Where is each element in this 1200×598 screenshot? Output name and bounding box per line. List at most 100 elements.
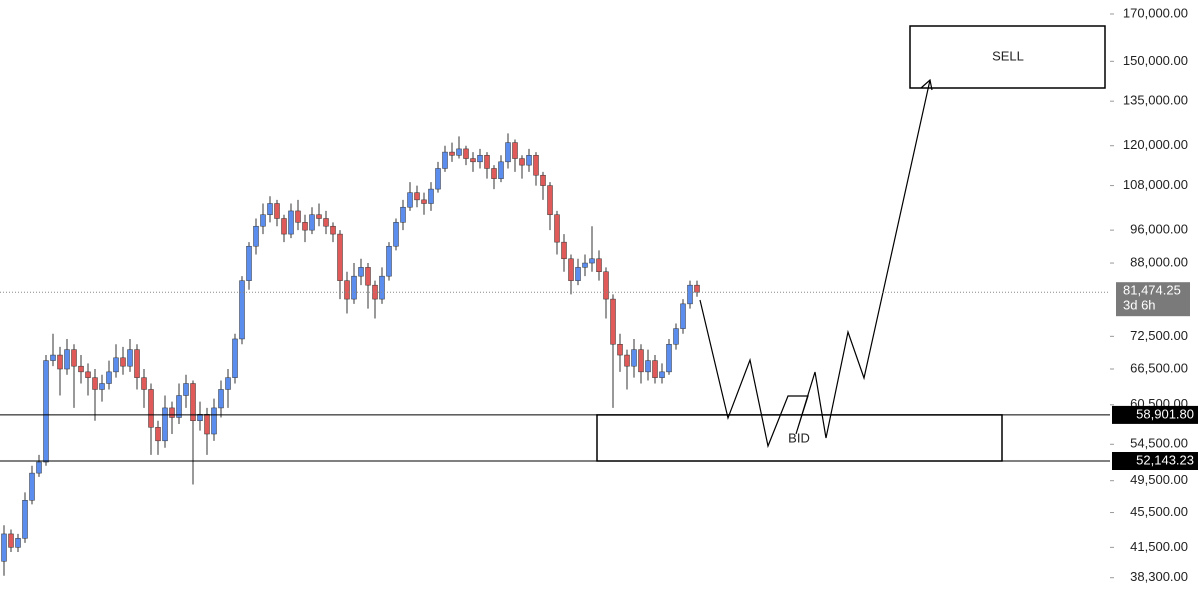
candle-body [645, 360, 651, 373]
candle-body [659, 371, 665, 378]
candle-body [596, 258, 602, 272]
candle-body [428, 188, 434, 204]
bid-zone [596, 414, 1003, 462]
candle-body [134, 349, 140, 378]
y-tick-label: 120,000.00 [1123, 137, 1188, 152]
bid-label: BID [788, 430, 810, 445]
candle-body [617, 343, 623, 356]
candle-body [624, 354, 630, 367]
candle-body [680, 303, 686, 329]
candle-body [673, 328, 679, 345]
candle-body [176, 395, 182, 418]
candle-body [400, 206, 406, 223]
candle-body [512, 142, 518, 159]
candle-body [547, 185, 553, 215]
candle-body [463, 148, 469, 159]
candle-body [197, 414, 203, 421]
candle-body [561, 241, 567, 260]
candle-body [218, 389, 224, 409]
candle-body [71, 349, 77, 367]
candle-body [148, 389, 154, 428]
candle-body [169, 407, 175, 418]
candle-body [211, 407, 217, 435]
candle-body [393, 222, 399, 247]
y-tick-label: 66,500.00 [1130, 360, 1188, 375]
price-label-box [1112, 452, 1198, 471]
price-label: 52,143.23 [1136, 452, 1194, 467]
candle-body [421, 199, 427, 204]
candle-body [113, 357, 119, 373]
candle-body [386, 245, 392, 277]
candle-body [22, 500, 28, 539]
candle-body [603, 271, 609, 300]
candle-body [50, 354, 56, 361]
candle-body [491, 168, 497, 179]
candle-body [435, 168, 441, 190]
candle-body [281, 218, 287, 235]
candle-body [78, 365, 84, 373]
candle-body [64, 349, 70, 370]
candle-body [29, 472, 35, 501]
y-tick-label: 49,500.00 [1130, 472, 1188, 487]
candle-body [309, 214, 315, 231]
candle-body [120, 357, 126, 367]
candle-body [99, 383, 105, 390]
candle-body [694, 284, 700, 293]
candle-body [253, 225, 259, 247]
candle-body [295, 210, 301, 223]
candle-body [638, 349, 644, 373]
candle-body [92, 377, 98, 390]
candle-body [246, 245, 252, 281]
y-tick-label: 135,000.00 [1123, 93, 1188, 108]
y-tick-label: 96,000.00 [1130, 222, 1188, 237]
candle-body [330, 225, 336, 235]
y-tick-label: 41,500.00 [1130, 539, 1188, 554]
last-price-box [1116, 282, 1190, 317]
candle-body [239, 280, 245, 340]
candle-body [85, 371, 91, 378]
candle-body [337, 233, 343, 281]
candle-body [568, 258, 574, 281]
candle-body [365, 267, 371, 286]
candle-body [442, 151, 448, 169]
sell-zone [909, 25, 1106, 89]
candle-body [652, 360, 658, 378]
candle-body [687, 284, 693, 305]
candle-body [155, 427, 161, 442]
candle-body [225, 377, 231, 390]
candle-body [43, 360, 49, 463]
last-price-label: 81,474.25 [1123, 283, 1181, 298]
candle-body [36, 461, 42, 474]
candle-body [1, 533, 7, 562]
candle-body [57, 354, 63, 370]
candle-body [323, 218, 329, 227]
projection-arrow [920, 78, 933, 91]
candle-body [358, 267, 364, 277]
candle-body [519, 158, 525, 166]
candle-body [498, 161, 504, 179]
candle-body [540, 174, 546, 186]
y-tick-label: 108,000.00 [1123, 177, 1188, 192]
y-tick-label: 72,500.00 [1130, 328, 1188, 343]
candle-body [505, 142, 511, 163]
candle-body [456, 148, 462, 156]
candle-body [127, 349, 133, 367]
candle-body [316, 214, 322, 219]
candle-body [379, 275, 385, 300]
y-tick-label: 45,500.00 [1130, 504, 1188, 519]
candle-body [351, 275, 357, 300]
candle-body [232, 338, 238, 378]
candle-body [260, 214, 266, 227]
candle-body [204, 414, 210, 435]
y-tick-label: 170,000.00 [1123, 5, 1188, 20]
candle-body [183, 383, 189, 396]
projection-path [699, 79, 931, 449]
y-tick-label: 38,300.00 [1130, 569, 1188, 584]
candle-body [554, 214, 560, 243]
candle-body [666, 343, 672, 373]
sell-label: SELL [992, 48, 1024, 63]
y-tick-label: 88,000.00 [1130, 254, 1188, 269]
candle-body [589, 258, 595, 264]
